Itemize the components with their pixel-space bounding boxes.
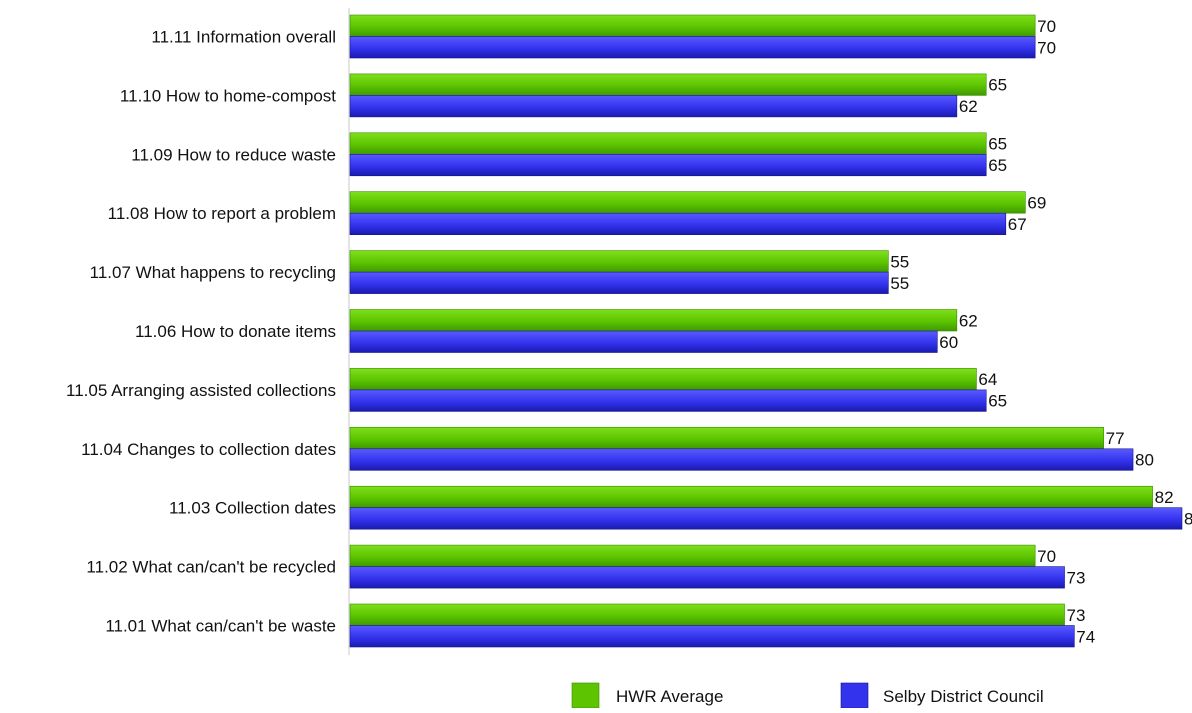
category-label: 11.05 Arranging assisted collections <box>66 381 336 400</box>
bar-selby-district-council <box>350 331 937 353</box>
bar-selby-district-council <box>350 508 1182 530</box>
data-label: 65 <box>988 392 1007 411</box>
bar-selby-district-council <box>350 272 888 294</box>
data-label: 74 <box>1076 627 1095 646</box>
category-label: 11.11 Information overall <box>151 28 336 47</box>
data-label: 62 <box>959 97 978 116</box>
category-label: 11.06 How to donate items <box>135 322 336 341</box>
bar-selby-district-council <box>350 213 1006 235</box>
data-label: 65 <box>988 76 1007 95</box>
data-label: 60 <box>939 333 958 352</box>
data-label: 69 <box>1027 193 1046 212</box>
bar-hwr-average <box>350 545 1035 567</box>
data-label: 70 <box>1037 17 1056 36</box>
bar-selby-district-council <box>350 37 1035 59</box>
bar-selby-district-council <box>350 449 1133 471</box>
data-label: 73 <box>1067 568 1086 587</box>
category-label: 11.10 How to home-compost <box>120 86 336 105</box>
data-label: 70 <box>1037 38 1056 57</box>
bar-selby-district-council <box>350 95 957 117</box>
data-label: 64 <box>978 370 997 389</box>
data-label: 55 <box>890 252 909 271</box>
bar-hwr-average <box>350 15 1035 37</box>
bar-hwr-average <box>350 368 976 390</box>
data-label: 62 <box>959 311 978 330</box>
legend-label-selby-district-council: Selby District Council <box>883 687 1044 706</box>
category-label: 11.03 Collection dates <box>169 499 336 518</box>
data-label: 77 <box>1106 429 1125 448</box>
bar-hwr-average <box>350 133 986 155</box>
bar-selby-district-council <box>350 626 1074 648</box>
data-label: 85 <box>1184 509 1192 528</box>
category-label: 11.08 How to report a problem <box>108 204 336 223</box>
bar-selby-district-council <box>350 567 1065 589</box>
legend-swatch-selby-district-council <box>841 683 868 708</box>
data-label: 70 <box>1037 547 1056 566</box>
category-label: 11.04 Changes to collection dates <box>81 440 336 459</box>
category-label: 11.09 How to reduce waste <box>131 145 336 164</box>
data-label: 73 <box>1067 606 1086 625</box>
data-label: 82 <box>1155 488 1174 507</box>
data-label: 65 <box>988 135 1007 154</box>
bar-hwr-average <box>350 251 888 273</box>
bar-hwr-average <box>350 74 986 96</box>
bar-hwr-average <box>350 427 1104 449</box>
data-label: 67 <box>1008 215 1027 234</box>
bar-selby-district-council <box>350 390 986 412</box>
bar-selby-district-council <box>350 154 986 176</box>
bar-hwr-average <box>350 192 1025 214</box>
bar-hwr-average <box>350 604 1065 626</box>
legend-label-hwr-average: HWR Average <box>616 687 723 706</box>
legend-swatch-hwr-average <box>572 683 599 708</box>
data-label: 65 <box>988 156 1007 175</box>
data-label: 55 <box>890 274 909 293</box>
data-label: 80 <box>1135 451 1154 470</box>
bar-hwr-average <box>350 310 957 332</box>
category-label: 11.02 What can/can't be recycled <box>86 558 336 577</box>
category-label: 11.07 What happens to recycling <box>90 263 336 282</box>
category-label: 11.01 What can/can't be waste <box>105 617 336 636</box>
bar-hwr-average <box>350 486 1153 508</box>
